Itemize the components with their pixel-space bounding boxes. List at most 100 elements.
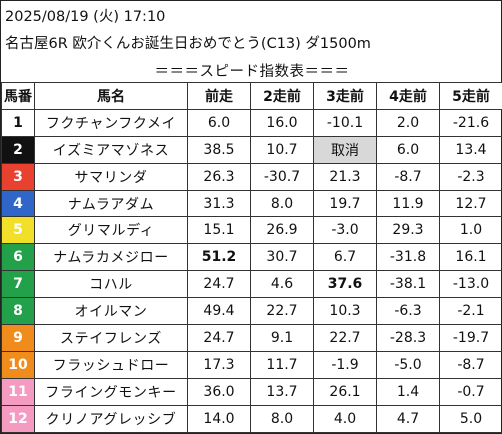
table-row: 12 クリノアグレッシブ 14.0 8.0 4.0 4.7 5.0 — [1, 404, 502, 433]
speed-index-cell: 6.7 — [313, 243, 377, 272]
speed-index-cell: 21.3 — [313, 162, 377, 191]
speed-index-cell: 37.6 — [313, 270, 377, 299]
horse-number-cell: 1 — [1, 108, 35, 137]
horse-number-cell: 6 — [1, 243, 35, 272]
scratched-cell: 取消 — [313, 135, 377, 164]
speed-index-cell: -8.7 — [376, 162, 440, 191]
speed-index-cell: 31.3 — [187, 189, 251, 218]
speed-index-cell: 5.0 — [439, 404, 502, 433]
speed-index-cell: 49.4 — [187, 297, 251, 326]
speed-index-cell: 4.6 — [250, 270, 314, 299]
table-row: 8 オイルマン 49.4 22.7 10.3 -6.3 -2.1 — [1, 297, 502, 326]
header-4-races-ago: 4走前 — [376, 82, 440, 110]
horse-name-cell: フラッシュドロー — [34, 350, 188, 379]
horse-name-cell: オイルマン — [34, 297, 188, 326]
table-row: 2 イズミアマゾネス 38.5 10.7 取消 6.0 13.4 — [1, 135, 502, 164]
speed-index-cell: 15.1 — [187, 216, 251, 245]
speed-index-cell: 26.1 — [313, 377, 377, 406]
table-row: 1 フクチャンフクメイ 6.0 16.0 -10.1 2.0 -21.6 — [1, 108, 502, 137]
speed-index-cell: 29.3 — [376, 216, 440, 245]
speed-index-cell: -8.7 — [439, 350, 502, 379]
horse-name-cell: フクチャンフクメイ — [34, 108, 188, 137]
table-row: 10 フラッシュドロー 17.3 11.7 -1.9 -5.0 -8.7 — [1, 350, 502, 379]
header-horse-name: 馬名 — [34, 82, 188, 110]
speed-index-cell: 19.7 — [313, 189, 377, 218]
speed-index-cell: 36.0 — [187, 377, 251, 406]
table-subtitle: ＝＝＝スピード指数表＝＝＝ — [154, 64, 350, 80]
speed-index-cell: 30.7 — [250, 243, 314, 272]
horse-number-cell: 5 — [1, 216, 35, 245]
speed-index-cell: 6.0 — [187, 108, 251, 137]
speed-index-cell: -30.7 — [250, 162, 314, 191]
speed-index-cell: 6.0 — [376, 135, 440, 164]
horse-number-cell: 11 — [1, 377, 35, 406]
speed-index-cell: 13.7 — [250, 377, 314, 406]
horse-number-cell: 10 — [1, 350, 35, 379]
header-2-races-ago: 2走前 — [250, 82, 314, 110]
speed-index-cell: -31.8 — [376, 243, 440, 272]
speed-index-cell: -19.7 — [439, 324, 502, 352]
speed-index-cell: 11.7 — [250, 350, 314, 379]
speed-index-cell: 9.1 — [250, 324, 314, 352]
horse-name-cell: ナムラアダム — [34, 189, 188, 218]
speed-index-cell: 2.0 — [376, 108, 440, 137]
speed-index-cell: 22.7 — [250, 297, 314, 326]
speed-index-cell: 13.4 — [439, 135, 502, 164]
speed-index-cell: 11.9 — [376, 189, 440, 218]
horse-name-cell: コハル — [34, 270, 188, 299]
header-5-races-ago: 5走前 — [439, 82, 502, 110]
speed-index-cell: -1.9 — [313, 350, 377, 379]
table-row: 5 グリマルディ 15.1 26.9 -3.0 29.3 1.0 — [1, 216, 502, 245]
speed-index-cell: 38.5 — [187, 135, 251, 164]
speed-index-cell: 22.7 — [313, 324, 377, 352]
header-3-races-ago: 3走前 — [313, 82, 377, 110]
speed-index-cell: 8.0 — [250, 404, 314, 433]
speed-index-cell: 4.0 — [313, 404, 377, 433]
horse-name-cell: イズミアマゾネス — [34, 135, 188, 164]
race-title: 名古屋6R 欧介くんお誕生日おめでとう(C13) ダ1500m — [5, 36, 371, 52]
horse-number-cell: 9 — [1, 324, 35, 352]
speed-index-table: 馬番 馬名 前走 2走前 3走前 4走前 5走前 1 フクチャンフクメイ 6.0 16… — [1, 82, 502, 433]
speed-index-cell: 1.0 — [439, 216, 502, 245]
horse-number-cell: 12 — [1, 404, 35, 433]
speed-index-cell: 24.7 — [187, 324, 251, 352]
horse-number-cell: 7 — [1, 270, 35, 299]
speed-index-cell: 17.3 — [187, 350, 251, 379]
speed-index-cell: 12.7 — [439, 189, 502, 218]
horse-number-cell: 4 — [1, 189, 35, 218]
horse-number-cell: 3 — [1, 162, 35, 191]
table-row: 7 コハル 24.7 4.6 37.6 -38.1 -13.0 — [1, 270, 502, 299]
speed-index-cell: 10.3 — [313, 297, 377, 326]
speed-index-cell: 1.4 — [376, 377, 440, 406]
speed-index-cell: -21.6 — [439, 108, 502, 137]
speed-index-cell: -13.0 — [439, 270, 502, 299]
speed-index-cell: -0.7 — [439, 377, 502, 406]
table-row: 6 ナムラカメジロー 51.2 30.7 6.7 -31.8 16.1 — [1, 243, 502, 272]
horse-name-cell: ステイフレンズ — [34, 324, 188, 352]
race-datetime: 2025/08/19 (火) 17:10 — [5, 9, 166, 25]
table-row: 11 フライングモンキー 36.0 13.7 26.1 1.4 -0.7 — [1, 377, 502, 406]
speed-index-cell: -28.3 — [376, 324, 440, 352]
table-row: 9 ステイフレンズ 24.7 9.1 22.7 -28.3 -19.7 — [1, 324, 502, 352]
speed-index-cell: 10.7 — [250, 135, 314, 164]
horse-name-cell: グリマルディ — [34, 216, 188, 245]
speed-index-cell: 4.7 — [376, 404, 440, 433]
horse-name-cell: クリノアグレッシブ — [34, 404, 188, 433]
speed-index-cell: 8.0 — [250, 189, 314, 218]
horse-name-cell: サマリンダ — [34, 162, 188, 191]
speed-index-cell: -38.1 — [376, 270, 440, 299]
horse-number-cell: 2 — [1, 135, 35, 164]
header-last-race: 前走 — [187, 82, 251, 110]
speed-index-cell: -2.3 — [439, 162, 502, 191]
speed-index-cell: 14.0 — [187, 404, 251, 433]
header-horse-number: 馬番 — [1, 82, 35, 110]
table-row: 3 サマリンダ 26.3 -30.7 21.3 -8.7 -2.3 — [1, 162, 502, 191]
speed-index-cell: 26.3 — [187, 162, 251, 191]
speed-index-cell: 16.0 — [250, 108, 314, 137]
horse-number-cell: 8 — [1, 297, 35, 326]
speed-index-cell: 26.9 — [250, 216, 314, 245]
speed-index-cell: 51.2 — [187, 243, 251, 272]
speed-index-cell: 24.7 — [187, 270, 251, 299]
speed-index-cell: -3.0 — [313, 216, 377, 245]
